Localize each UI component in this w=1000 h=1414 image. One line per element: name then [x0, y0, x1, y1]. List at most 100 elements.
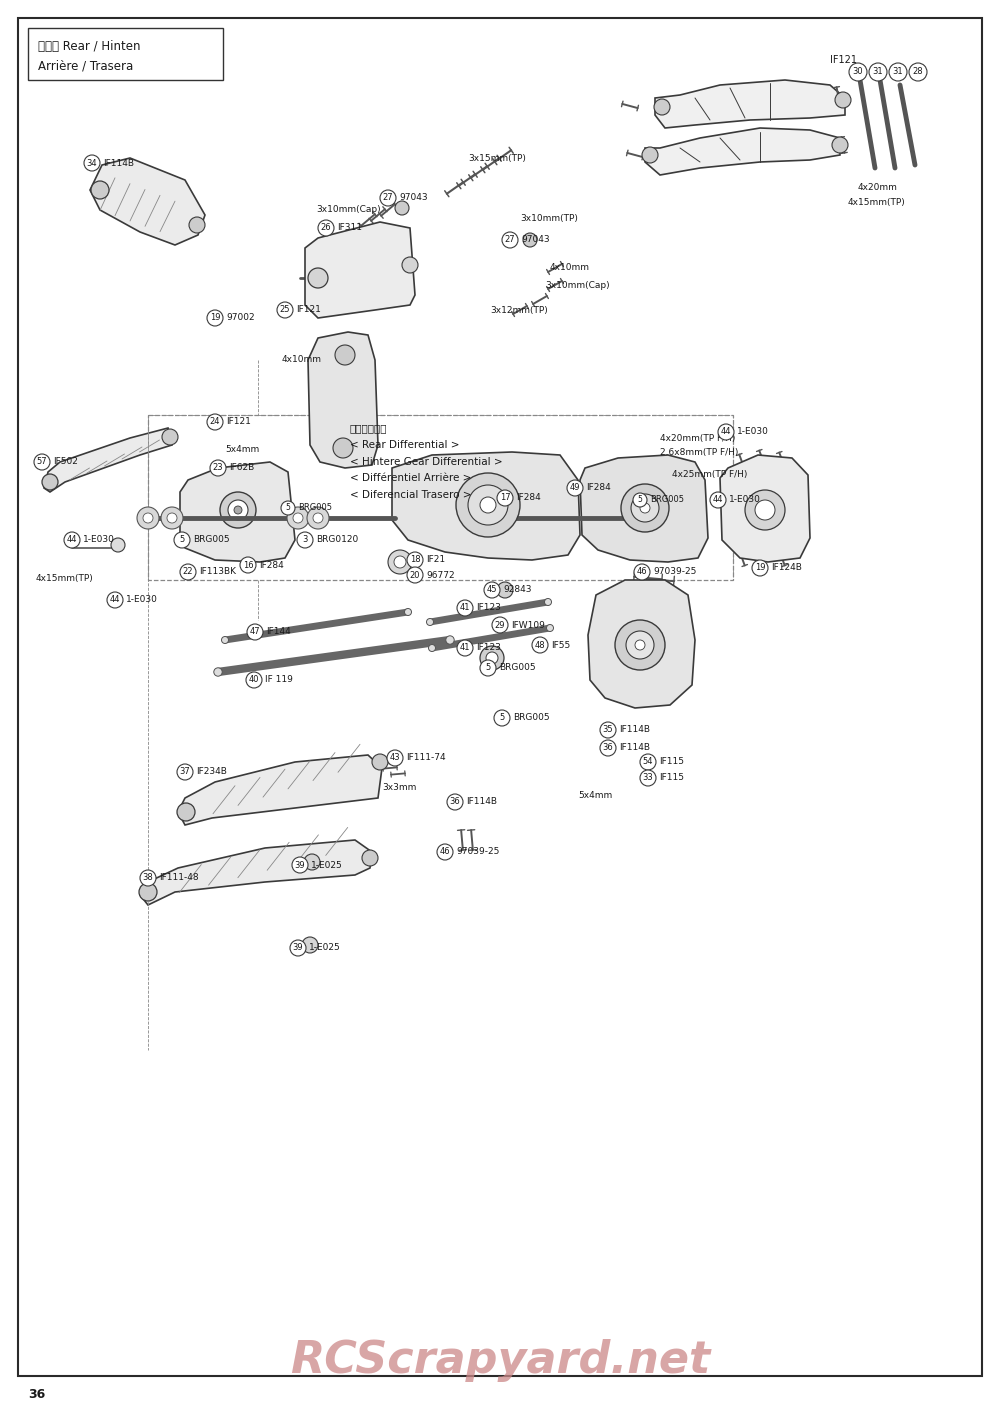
Text: IF114B: IF114B — [466, 797, 497, 806]
Polygon shape — [140, 840, 372, 905]
Circle shape — [290, 940, 306, 956]
Text: 35: 35 — [603, 725, 613, 734]
Text: 24: 24 — [210, 417, 220, 427]
Circle shape — [849, 64, 867, 81]
Text: 3x3mm: 3x3mm — [382, 783, 416, 792]
Circle shape — [635, 641, 645, 650]
Circle shape — [293, 513, 303, 523]
Circle shape — [220, 492, 256, 527]
Circle shape — [404, 608, 412, 615]
Polygon shape — [588, 580, 695, 708]
Circle shape — [631, 493, 659, 522]
Circle shape — [640, 754, 656, 771]
Text: 57: 57 — [37, 458, 47, 467]
Text: 27: 27 — [383, 194, 393, 202]
Text: 31: 31 — [893, 68, 903, 76]
Text: IF284: IF284 — [259, 560, 284, 570]
Circle shape — [642, 147, 658, 163]
Text: IF111-74: IF111-74 — [406, 754, 446, 762]
Text: 4x20mm(TP F/H): 4x20mm(TP F/H) — [660, 434, 735, 443]
Circle shape — [313, 513, 323, 523]
Text: BRG005: BRG005 — [298, 503, 332, 512]
Polygon shape — [178, 755, 382, 824]
Text: IF284: IF284 — [516, 493, 541, 502]
Text: < Rear Differential >: < Rear Differential > — [350, 440, 460, 450]
Text: 41: 41 — [460, 643, 470, 652]
Circle shape — [532, 636, 548, 653]
Text: IF123: IF123 — [476, 604, 501, 612]
Circle shape — [626, 631, 654, 659]
Text: ＜リヤデフ＞: ＜リヤデフ＞ — [350, 423, 388, 433]
Text: 4x10mm: 4x10mm — [550, 263, 590, 273]
Circle shape — [869, 64, 887, 81]
Text: 36: 36 — [450, 797, 460, 806]
Text: 4x15mm(TP): 4x15mm(TP) — [848, 198, 906, 206]
Circle shape — [654, 99, 670, 115]
Text: 28: 28 — [913, 68, 923, 76]
Circle shape — [889, 64, 907, 81]
Text: 33: 33 — [643, 773, 653, 782]
Text: 22: 22 — [183, 567, 193, 577]
Circle shape — [428, 645, 436, 652]
Circle shape — [600, 723, 616, 738]
Circle shape — [480, 660, 496, 676]
Text: IF114B: IF114B — [619, 725, 650, 734]
Circle shape — [277, 303, 293, 318]
Text: < Différentiel Arrière >: < Différentiel Arrière > — [350, 474, 471, 484]
Text: BRG005: BRG005 — [650, 495, 684, 505]
Circle shape — [64, 532, 80, 549]
Text: 97039-25: 97039-25 — [456, 847, 499, 857]
Polygon shape — [580, 455, 708, 561]
Circle shape — [456, 474, 520, 537]
Polygon shape — [180, 462, 295, 561]
Bar — [28, 28, 223, 81]
Text: 20: 20 — [410, 570, 420, 580]
Circle shape — [42, 474, 58, 491]
Text: 18: 18 — [410, 556, 420, 564]
Polygon shape — [44, 428, 172, 492]
Text: 44: 44 — [713, 495, 723, 505]
Text: IF234B: IF234B — [196, 768, 227, 776]
Text: 25: 25 — [280, 305, 290, 314]
Circle shape — [480, 496, 496, 513]
Text: 96772: 96772 — [426, 570, 455, 580]
Text: BRG005: BRG005 — [193, 536, 230, 544]
Circle shape — [640, 503, 650, 513]
Circle shape — [111, 537, 125, 551]
Circle shape — [629, 508, 651, 529]
Text: 5: 5 — [499, 714, 505, 723]
Circle shape — [222, 636, 228, 643]
Text: IF 119: IF 119 — [265, 676, 293, 684]
Text: IF55: IF55 — [551, 641, 570, 649]
Circle shape — [380, 189, 396, 206]
Circle shape — [177, 803, 195, 822]
Text: 5: 5 — [286, 503, 290, 512]
Circle shape — [640, 771, 656, 786]
Circle shape — [909, 64, 927, 81]
Circle shape — [333, 438, 353, 458]
Text: 46: 46 — [637, 567, 647, 577]
Text: 40: 40 — [249, 676, 259, 684]
Text: 5: 5 — [638, 495, 642, 505]
Circle shape — [91, 181, 109, 199]
Circle shape — [832, 137, 848, 153]
Text: 3x10mm(TP): 3x10mm(TP) — [520, 214, 578, 222]
Circle shape — [162, 428, 178, 445]
Text: 26: 26 — [321, 223, 331, 232]
Text: 48: 48 — [535, 641, 545, 649]
Circle shape — [437, 844, 453, 860]
Text: IFW109: IFW109 — [511, 621, 545, 629]
Text: < Diferencial Trasero >: < Diferencial Trasero > — [350, 491, 472, 501]
Text: 38: 38 — [143, 874, 153, 882]
Text: 54: 54 — [643, 758, 653, 766]
Circle shape — [297, 532, 313, 549]
Text: 19: 19 — [210, 314, 220, 322]
Circle shape — [615, 619, 665, 670]
Polygon shape — [90, 158, 205, 245]
Circle shape — [302, 937, 318, 953]
Circle shape — [600, 740, 616, 756]
Text: 3x10mm(Cap): 3x10mm(Cap) — [316, 205, 381, 215]
Circle shape — [234, 506, 242, 515]
Text: IF114B: IF114B — [619, 744, 650, 752]
Text: IF121: IF121 — [830, 55, 857, 65]
